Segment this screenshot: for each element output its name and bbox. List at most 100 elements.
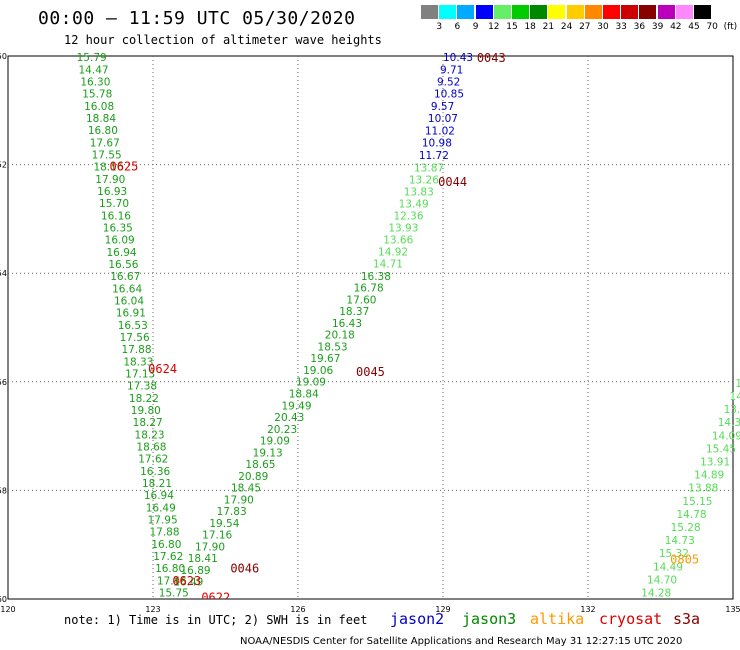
wave-height-point: 17.62 — [153, 551, 183, 563]
wave-height-point: 16.38 — [361, 271, 391, 283]
wave-height-point: 16.94 — [144, 490, 174, 502]
legend-label: 39 — [651, 22, 664, 32]
wave-height-point: 19.54 — [209, 518, 239, 530]
wave-height-point: 14.47 — [79, 64, 109, 76]
satellite-altika: altika — [530, 610, 585, 628]
wave-height-point: 17.90 — [95, 174, 125, 186]
wave-height-point: 16.30 — [80, 76, 110, 88]
credit-line: NOAA/NESDIS Center for Satellite Applica… — [240, 636, 683, 647]
wave-height-point: 16.80 — [155, 563, 185, 575]
legend-swatch — [439, 5, 457, 19]
wave-height-point: 16.93 — [97, 186, 127, 198]
wave-height-point: 19.80 — [131, 405, 161, 417]
wave-height-point: 1 — [735, 378, 740, 390]
legend-label: 21 — [542, 22, 555, 32]
wave-height-point: 14.89 — [694, 470, 724, 482]
wave-height-point: 20.43 — [274, 412, 304, 424]
y-tick-label: -58 — [0, 486, 7, 495]
wave-height-point: 18.65 — [245, 459, 275, 471]
wave-height-point: 16.91 — [116, 308, 146, 320]
wave-height-point: 13.49 — [399, 198, 429, 210]
wave-height-point: 17.60 — [346, 294, 376, 306]
legend-swatch — [675, 5, 693, 19]
wave-height-point: 18.68 — [136, 441, 166, 453]
map-subtitle: 12 hour collection of altimeter wave hei… — [64, 33, 382, 47]
legend-swatch — [512, 5, 529, 19]
wave-height-point: 16.49 — [173, 577, 203, 589]
legend-label: 36 — [633, 22, 646, 32]
wave-height-point: 10.43 — [443, 52, 473, 64]
pass-time-label: 0805 — [670, 552, 699, 566]
wave-height-point: 20.89 — [238, 471, 268, 483]
wave-height-point: 13.91 — [700, 456, 730, 468]
wave-height-point: 14.78 — [677, 509, 707, 521]
legend-label: 45 — [688, 22, 700, 32]
wave-height-point: 18.41 — [188, 553, 218, 565]
wave-height-point: 16.49 — [146, 502, 176, 514]
wave-height-point: 17.88 — [149, 527, 179, 539]
legend-label: 27 — [579, 22, 591, 32]
wave-height-point: 16.94 — [107, 247, 137, 259]
wave-height-point: 18.23 — [135, 429, 165, 441]
wave-height-point: 16.35 — [103, 222, 133, 234]
wave-height-point: 13.87 — [414, 162, 444, 174]
satellite-s3a: s3a — [673, 610, 701, 628]
wave-height-point: 15.70 — [99, 198, 129, 210]
wave-height-point: 9.52 — [437, 77, 460, 89]
wave-height-point: 18.22 — [129, 393, 159, 405]
wave-height-point: 16.78 — [354, 283, 384, 295]
wave-height-point: 10.07 — [428, 113, 458, 125]
wave-height-point: 10.98 — [422, 138, 452, 150]
pass-time-label: 0044 — [438, 175, 467, 189]
x-tick-label: 123 — [145, 605, 160, 614]
wave-height-point: 20.23 — [267, 424, 297, 436]
wave-height-point: 12.36 — [393, 210, 423, 222]
legend-swatch — [584, 5, 602, 19]
legend-label: 24 — [560, 22, 573, 32]
wave-height-point: 19.06 — [303, 365, 333, 377]
wave-height-point: 15.45 — [706, 443, 736, 455]
wave-height-point: 17.45 — [157, 575, 187, 587]
map-title: 00:00 — 11:59 UTC 05/30/2020 — [38, 8, 356, 29]
legend-label: 6 — [454, 22, 461, 32]
map-frame — [7, 55, 734, 600]
wave-height-point: 18.84 — [289, 388, 319, 400]
legend-swatch — [639, 5, 657, 19]
wave-height-point: 16.08 — [84, 101, 114, 113]
wave-height-point: 17.38 — [127, 381, 157, 393]
legend-label: 12 — [488, 22, 500, 32]
wave-height-point: 16.53 — [118, 320, 148, 332]
wave-height-point: 18.33 — [123, 356, 153, 368]
wave-height-point: 17.16 — [202, 530, 232, 542]
wave-height-point: 20.18 — [325, 330, 355, 342]
wave-height-point: 10.85 — [434, 89, 464, 101]
wave-height-point: 16.04 — [114, 295, 144, 307]
footer-note: note: 1) Time is in UTC; 2) SWH is in fe… — [64, 613, 368, 627]
x-tick-label: 135 — [725, 605, 740, 614]
wave-height-point: 16.36 — [140, 466, 170, 478]
x-tick-label: 126 — [290, 605, 305, 614]
legend-swatch — [530, 5, 548, 19]
legend-swatch — [566, 5, 584, 19]
wave-height-point: 17.95 — [148, 514, 178, 526]
wave-height-point: 13.26 — [409, 174, 439, 186]
wave-height-point: 14.49 — [653, 561, 683, 573]
pass-time-label: 0045 — [356, 365, 385, 379]
legend-swatch — [475, 5, 493, 19]
satellite-jason2: jason2 — [390, 610, 445, 628]
wave-height-point: 19.49 — [281, 400, 311, 412]
wave-height-point: 15.15 — [682, 496, 712, 508]
legend-swatch — [421, 5, 438, 19]
wave-height-point: 13.88 — [688, 483, 718, 495]
wave-height-point: 14.92 — [378, 246, 408, 258]
y-tick-label: -60 — [0, 595, 7, 604]
wave-height-point: 15.28 — [671, 522, 701, 534]
wave-height-point: 18.37 — [339, 306, 369, 318]
wave-height-point: 14.71 — [373, 258, 403, 270]
wave-height-point: 14.28 — [641, 587, 671, 599]
legend-label: 15 — [506, 22, 518, 32]
wave-height-point: 11.02 — [425, 125, 455, 137]
wave-height-point: 13.93 — [388, 222, 418, 234]
wave-height-point: 9.57 — [431, 101, 454, 113]
wave-height-point: 19.67 — [310, 353, 340, 365]
